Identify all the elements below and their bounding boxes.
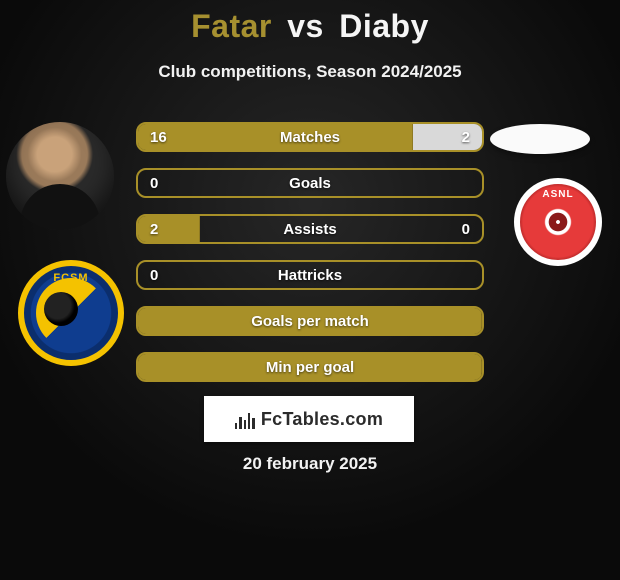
stat-bar-row: 2Assists0: [136, 214, 484, 244]
vs-text: vs: [287, 8, 324, 44]
bar-label: Min per goal: [138, 354, 482, 380]
chart-icon: [235, 409, 255, 429]
stat-bar-row: 16Matches2: [136, 122, 484, 152]
player2-club-name: ASNL: [520, 189, 596, 200]
player2-avatar: [490, 124, 590, 154]
stat-bar-row: Goals per match: [136, 306, 484, 336]
date-text: 20 february 2025: [0, 454, 620, 474]
player2-club-badge: ASNL: [514, 178, 602, 266]
bar-value-right: 2: [462, 124, 470, 150]
stat-bars: 16Matches20Goals2Assists00HattricksGoals…: [136, 122, 484, 398]
attribution-text: FcTables.com: [261, 409, 383, 430]
subtitle: Club competitions, Season 2024/2025: [0, 62, 620, 82]
bar-label: Goals: [138, 170, 482, 196]
attribution-banner: FcTables.com: [204, 396, 414, 442]
player1-avatar: [6, 122, 114, 230]
bar-label: Hattricks: [138, 262, 482, 288]
bar-label: Goals per match: [138, 308, 482, 334]
stat-bar-row: 0Hattricks: [136, 260, 484, 290]
bar-value-right: 0: [462, 216, 470, 242]
stat-bar-row: Min per goal: [136, 352, 484, 382]
bar-label: Matches: [138, 124, 482, 150]
title: Fatar vs Diaby: [0, 8, 620, 45]
player1-club-icon: [36, 278, 106, 348]
player2-name: Diaby: [339, 8, 429, 44]
bar-label: Assists: [138, 216, 482, 242]
player1-name: Fatar: [191, 8, 272, 44]
player1-club-badge: FCSM: [18, 260, 124, 366]
infographic-container: Fatar vs Diaby Club competitions, Season…: [0, 0, 620, 580]
stat-bar-row: 0Goals: [136, 168, 484, 198]
